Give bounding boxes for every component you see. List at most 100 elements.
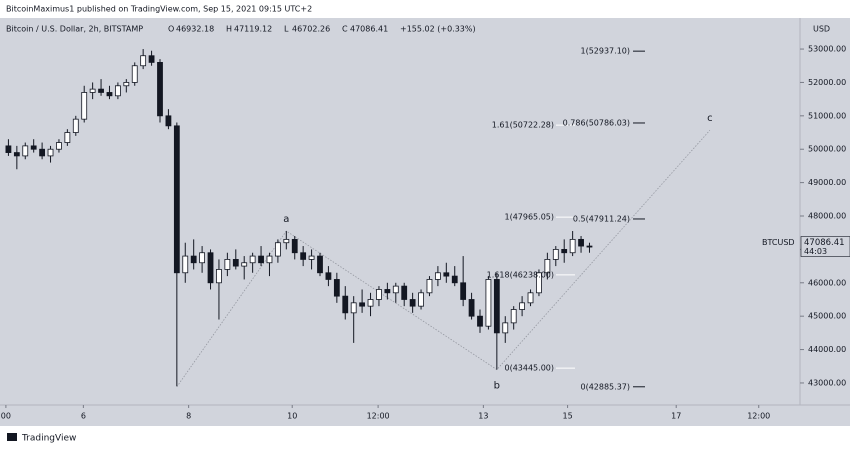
fib-label: 1.61(50722.28) (492, 121, 554, 130)
candle-body (342, 295, 349, 314)
candle (274, 239, 281, 263)
candle (140, 49, 147, 70)
candle-body (190, 255, 197, 264)
candle-body (477, 315, 483, 327)
candle (401, 282, 408, 307)
candle-body (207, 252, 214, 284)
candle (552, 246, 559, 267)
candle-body (232, 259, 239, 267)
y-tick-label: 50000.00 (808, 145, 846, 154)
footer-logo: TradingView (7, 433, 76, 444)
candle-body (359, 302, 366, 307)
chart-bg (0, 18, 850, 426)
candle-body (350, 302, 357, 314)
candle (5, 139, 12, 156)
candle-body (401, 285, 408, 300)
candle (342, 286, 349, 320)
candle-body (5, 145, 12, 153)
wave-label: c (707, 113, 713, 124)
candle (519, 296, 526, 317)
candle-body (157, 62, 163, 117)
candle-body (114, 85, 121, 97)
candle-body (98, 88, 104, 93)
x-tick-label: 17 (671, 412, 681, 421)
candle (224, 252, 231, 277)
candle-body (586, 245, 593, 248)
candle-body (561, 248, 568, 254)
candle-body (384, 289, 391, 294)
header-title: BitcoinMaximus1 published on TradingView… (6, 5, 312, 14)
y-tick-label: 53000.00 (808, 45, 846, 54)
wave-label: b (494, 381, 500, 392)
ohlc-value: 46702.26 (292, 25, 330, 34)
candle-body (72, 118, 79, 133)
fib-label: 1.618(46238.00) (487, 270, 554, 279)
ohlc-key: H (226, 25, 232, 34)
candle (426, 276, 433, 297)
y-tick-label: 52000.00 (808, 78, 846, 87)
candle-body (451, 275, 458, 284)
candle (157, 59, 163, 123)
candle-body (333, 279, 340, 297)
countdown: 44:03 (804, 247, 827, 256)
candle (266, 252, 273, 277)
candle (207, 249, 214, 290)
y-tick-label: 45000.00 (808, 312, 846, 321)
candle (350, 296, 357, 343)
x-tick-label: 13 (478, 412, 488, 421)
candle-body (300, 252, 307, 260)
candle (98, 79, 104, 96)
candle (47, 145, 54, 163)
candle-body (493, 279, 500, 334)
candle-body (165, 115, 172, 127)
symbol-label: BTCUSD (762, 238, 795, 247)
candle-body (527, 292, 534, 304)
candle (148, 50, 155, 66)
candle (241, 256, 248, 280)
candle (39, 142, 46, 160)
candle-body (274, 242, 281, 257)
candle (392, 282, 399, 303)
candle-body (409, 299, 416, 307)
candle (561, 239, 568, 263)
candle (300, 246, 307, 267)
candle-body (519, 302, 526, 310)
candle (434, 266, 441, 287)
candle-body (216, 269, 222, 284)
candle-body (123, 82, 130, 87)
x-tick-label: 12:00 (747, 412, 770, 421)
candle (443, 262, 450, 283)
candle-body (376, 289, 382, 300)
candle-body (140, 55, 147, 67)
ohlc-key: L (284, 25, 289, 34)
candle-body (30, 145, 37, 150)
ohlc-key: C (342, 25, 348, 34)
candle-body (367, 299, 374, 307)
candle-body (283, 238, 290, 244)
logo-mark (7, 433, 17, 441)
x-tick-label: 00 (1, 412, 11, 421)
candle-body (131, 65, 138, 83)
x-tick-label: 10 (287, 412, 297, 421)
candle-body (22, 145, 29, 157)
candle (216, 259, 222, 320)
x-tick-label: 15 (562, 412, 572, 421)
candle (182, 242, 189, 283)
footer-brand: TradingView (21, 434, 76, 444)
x-tick-label: 12:00 (367, 412, 390, 421)
candle-body (325, 272, 332, 280)
candle-body (317, 255, 323, 274)
candle (64, 129, 71, 146)
candle-body (392, 285, 399, 294)
candle-body (502, 322, 509, 334)
candle (190, 239, 197, 270)
candle-body (308, 255, 315, 260)
candle (232, 249, 239, 270)
candle (291, 236, 298, 260)
y-tick-label: 48000.00 (808, 212, 846, 221)
candle (367, 292, 374, 317)
candle (56, 139, 62, 153)
candle (30, 139, 37, 153)
candle-body (569, 238, 576, 254)
